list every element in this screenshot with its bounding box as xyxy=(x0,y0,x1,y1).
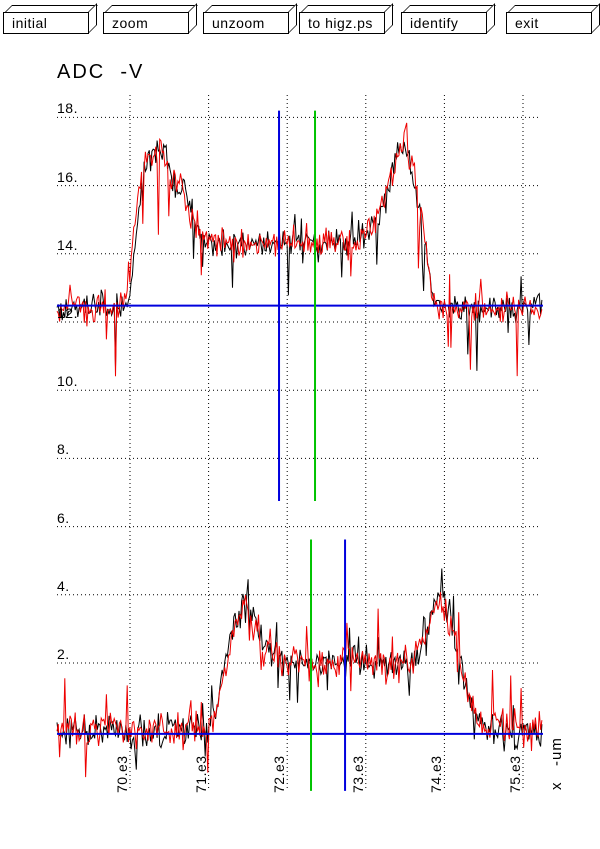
plot-svg xyxy=(56,95,543,791)
y-tick-label: 10. xyxy=(57,373,78,390)
y-tick-label: 8. xyxy=(57,441,70,458)
button-face: unzoom xyxy=(203,12,289,34)
button-label: zoom xyxy=(112,15,149,31)
x-axis-label: x -um xyxy=(548,737,565,790)
toolbar-button-identify[interactable]: identify xyxy=(401,3,496,34)
gridlines xyxy=(57,95,540,790)
toolbar-button-exit[interactable]: exit xyxy=(506,3,600,34)
y-tick-label: 12. xyxy=(57,305,78,321)
button-face: zoom xyxy=(103,12,189,34)
y-tick-label: 6. xyxy=(57,509,70,526)
toolbar-button-to-higz-ps[interactable]: to higz.ps xyxy=(299,3,394,34)
x-tick-label: 70.e3 xyxy=(114,755,130,793)
y-tick-label: 18. xyxy=(57,100,78,117)
trace-lower-trace-red xyxy=(56,592,543,778)
x-tick-label: 73.e3 xyxy=(349,755,366,793)
y-tick-label: 2. xyxy=(57,646,70,662)
button-face: exit xyxy=(506,12,592,34)
x-tick-label: 71.e3 xyxy=(192,755,209,793)
button-label: identify xyxy=(410,15,459,31)
trace-upper-trace-red xyxy=(56,122,543,377)
button-face: identify xyxy=(401,12,487,34)
button-label: unzoom xyxy=(212,15,265,31)
button-label: initial xyxy=(12,15,48,31)
y-tick-label: 4. xyxy=(57,577,70,594)
x-tick-label: 72.e3 xyxy=(271,755,288,793)
plot-title: ADC -V xyxy=(57,61,145,83)
button-label: to higz.ps xyxy=(308,15,373,31)
toolbar-button-zoom[interactable]: zoom xyxy=(103,3,198,34)
button-face: initial xyxy=(3,12,89,34)
toolbar: initial zoom unzoom to higz.ps identify … xyxy=(0,0,600,40)
x-tick-label: 75.e3 xyxy=(507,755,523,793)
y-tick-label: 16. xyxy=(57,168,78,185)
toolbar-button-initial[interactable]: initial xyxy=(3,3,98,34)
button-label: exit xyxy=(515,15,539,31)
x-tick-label: 74.e3 xyxy=(428,755,445,793)
toolbar-button-unzoom[interactable]: unzoom xyxy=(203,3,298,34)
button-face: to higz.ps xyxy=(299,12,385,34)
y-tick-label: 14. xyxy=(57,236,78,253)
plot-area[interactable]: ADC -V x -um 18. 16. 14. 12. 10. 8. 6. 4. 2. 70.e… xyxy=(0,40,600,849)
